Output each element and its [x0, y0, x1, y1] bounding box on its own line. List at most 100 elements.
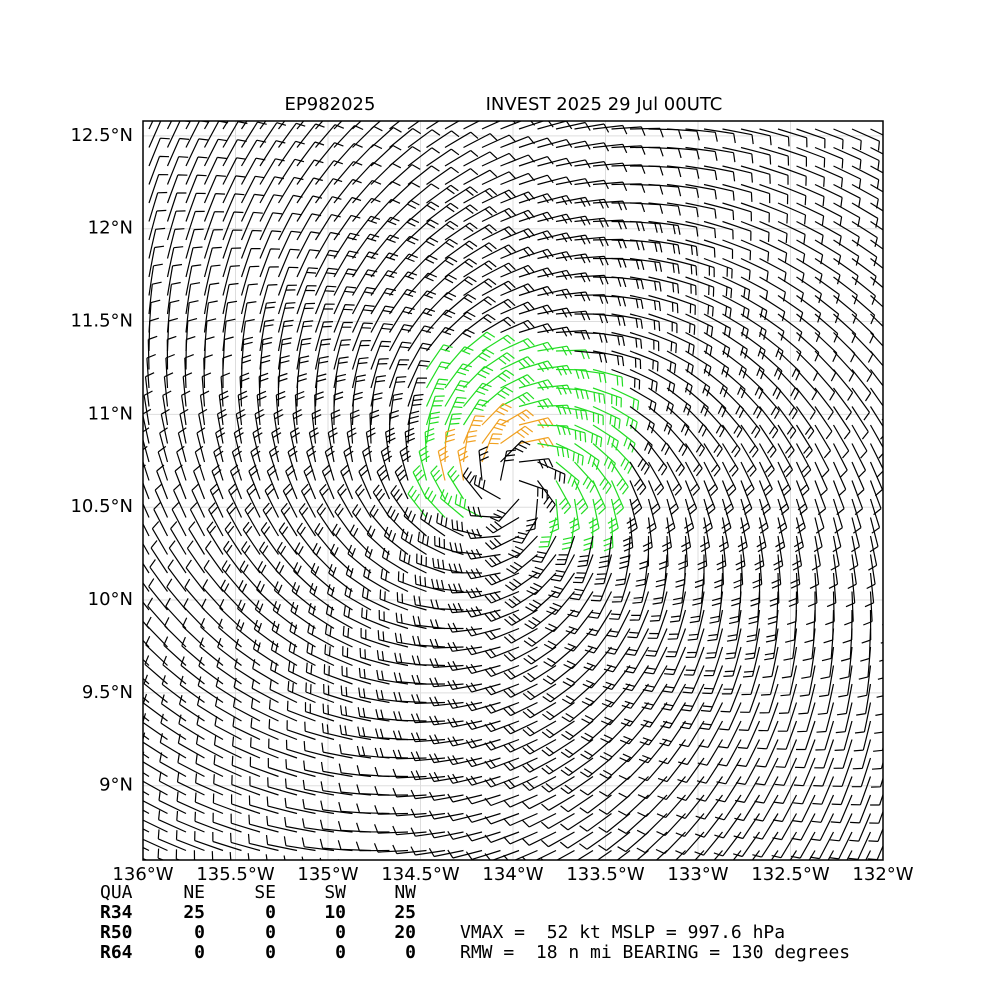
wind-barb	[776, 720, 798, 750]
wind-barb	[175, 830, 205, 852]
wind-barb	[339, 744, 372, 759]
wind-barb	[294, 390, 305, 426]
wind-barb	[465, 775, 501, 786]
wind-barb	[333, 232, 360, 259]
wind-barb	[254, 600, 279, 629]
wind-barb	[871, 760, 883, 770]
wind-barb	[627, 609, 650, 639]
wind-barb	[722, 257, 751, 280]
wind-barb	[870, 146, 883, 155]
wind-barb	[143, 445, 150, 481]
wind-barb	[518, 174, 554, 186]
wind-barb	[851, 165, 880, 190]
wind-barb	[396, 592, 427, 611]
wind-barb	[518, 267, 554, 278]
wind-barb	[373, 843, 409, 853]
wind-barb	[548, 572, 575, 599]
wind-barb	[481, 369, 515, 389]
wind-barb	[629, 313, 661, 332]
wind-barb	[833, 239, 860, 266]
wind-barb	[161, 675, 187, 703]
wind-barb	[817, 683, 835, 715]
wind-barb	[666, 313, 696, 335]
wind-barb	[484, 720, 520, 733]
wind-barb	[847, 554, 857, 590]
wind-barb	[596, 850, 612, 860]
wind-barb	[378, 609, 409, 630]
wind-barb	[240, 193, 264, 222]
wind-barb	[206, 521, 224, 555]
wind-barb	[823, 609, 835, 644]
wind-barb	[617, 831, 649, 853]
wind-barb	[203, 336, 215, 370]
wind-barb	[696, 757, 724, 784]
wind-barb	[429, 734, 464, 745]
wind-barb	[518, 398, 554, 410]
wind-barb	[601, 683, 631, 708]
wind-barb	[214, 696, 242, 722]
wind-barb	[144, 372, 155, 407]
wind-barb	[725, 628, 742, 660]
wind-barb	[870, 332, 883, 347]
wind-barb	[370, 216, 400, 241]
wind-barb	[481, 334, 516, 352]
wind-barb	[851, 313, 875, 344]
wind-barb	[555, 272, 591, 283]
wind-barb	[577, 535, 594, 568]
wind-barb	[484, 535, 520, 550]
wind-barb	[298, 503, 317, 537]
wind-barb	[796, 202, 825, 226]
wind-barb	[286, 720, 316, 741]
wind-barb	[518, 379, 554, 391]
wind-barb	[851, 498, 862, 534]
wind-barb	[830, 794, 853, 824]
wind-barb	[833, 183, 861, 208]
wind-barb	[330, 409, 341, 444]
wind-barb	[809, 554, 820, 589]
wind-barb	[522, 701, 557, 719]
wind-barb	[364, 546, 390, 574]
wind-barb	[429, 715, 464, 726]
wind-barb	[503, 775, 538, 790]
wind-barb	[802, 628, 816, 662]
wind-barb	[249, 756, 279, 778]
wind-barb	[796, 165, 825, 187]
wind-barb	[447, 660, 483, 671]
wind-barb	[592, 350, 625, 367]
wind-barb	[180, 656, 205, 685]
wind-barb	[590, 572, 613, 602]
wind-barb	[157, 829, 187, 852]
row-label: R50	[100, 922, 133, 943]
wind-barb	[759, 294, 786, 322]
wind-barb	[176, 810, 205, 833]
wind-barb	[537, 424, 571, 436]
wind-barb	[814, 146, 844, 169]
wind-barb	[703, 146, 736, 163]
wind-barb	[703, 406, 725, 438]
wind-barb	[268, 445, 280, 481]
wind-barb	[424, 486, 446, 518]
wind-barb	[185, 318, 198, 352]
wind-barb	[157, 445, 169, 481]
wind-barb	[370, 270, 398, 296]
wind-barb	[889, 240, 913, 267]
wind-barb	[665, 498, 676, 534]
wind-barb	[618, 776, 649, 799]
wind-barb	[226, 502, 243, 537]
wind-barb	[314, 214, 341, 241]
wind-barb	[215, 427, 226, 463]
wind-barb	[296, 159, 324, 185]
wind-barb	[722, 146, 754, 164]
wind-barb	[320, 800, 353, 815]
wind-barb	[851, 350, 873, 383]
wind-barb	[561, 683, 594, 705]
wind-barb	[374, 824, 409, 834]
wind-barb	[465, 548, 501, 560]
wind-barb	[641, 683, 668, 710]
wind-barb	[166, 121, 173, 130]
wind-barb	[247, 853, 250, 860]
wind-barb	[301, 837, 335, 852]
wind-barb	[143, 828, 150, 833]
wind-barb	[231, 794, 261, 815]
wind-barb	[523, 628, 557, 647]
